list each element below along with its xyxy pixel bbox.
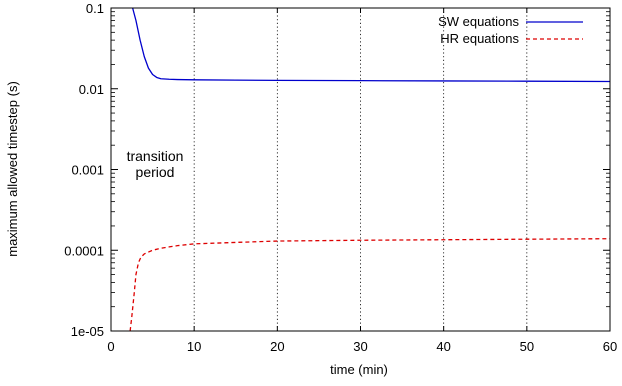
legend-label-hr: HR equations [440, 31, 519, 46]
x-tick-label-0: 0 [107, 339, 114, 354]
x-tick-label-20: 20 [270, 339, 284, 354]
y-tick-label-2: 0.001 [71, 163, 104, 178]
x-tick-label-10: 10 [187, 339, 201, 354]
y-tick-label-1: 0.01 [79, 82, 104, 97]
legend-label-sw: SW equations [438, 14, 519, 29]
x-tick-label-50: 50 [520, 339, 534, 354]
series-line-hr [129, 238, 610, 331]
y-tick-label-4: 1e-05 [71, 324, 104, 339]
annotation-transition: transition [127, 148, 184, 164]
x-tick-label-40: 40 [436, 339, 450, 354]
series-layer [129, 8, 610, 331]
series-line-sw [131, 8, 610, 83]
x-tick-label-60: 60 [603, 339, 617, 354]
x-tick-label-30: 30 [353, 339, 367, 354]
x-axis-label: time (min) [330, 362, 388, 377]
y-axis-label: maximum allowed timestep (s) [5, 81, 20, 257]
legend: SW equations HR equations [438, 14, 583, 46]
y-tick-label-0: 0.1 [86, 1, 104, 16]
y-tick-label-3: 0.0001 [64, 243, 104, 258]
ticks-layer: 0 10 20 30 40 50 60 0.1 0.01 0.001 0.0001 1e-05 [64, 1, 617, 354]
annotation-period: period [136, 164, 175, 180]
